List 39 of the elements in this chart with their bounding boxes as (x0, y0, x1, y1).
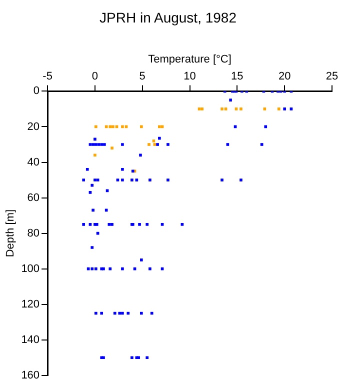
y-tick-label: 160 (21, 369, 40, 382)
point (140, 125, 143, 128)
point (220, 108, 224, 110)
y-axis-title: Depth [m] (4, 209, 17, 258)
point (152, 140, 156, 142)
point (158, 125, 161, 128)
y-tick-label: 100 (21, 262, 40, 275)
y-tick-label: 40 (27, 156, 40, 168)
point (94, 125, 98, 128)
point (112, 125, 114, 128)
x-tick-label: 15 (231, 70, 244, 83)
point (198, 108, 201, 110)
y-tick-label: 80 (27, 227, 40, 240)
x-tick-label: -5 (42, 70, 52, 83)
point (108, 125, 112, 128)
point (148, 143, 150, 146)
x-tick-label: 20 (278, 70, 291, 83)
x-tick-label: 0 (92, 70, 98, 83)
x-tick-label: 5 (139, 70, 146, 83)
y-tick-label: 60 (27, 192, 40, 204)
point (94, 154, 96, 157)
y-tick-label: 0 (33, 85, 40, 98)
point (104, 125, 108, 128)
point (234, 108, 238, 110)
point (121, 125, 124, 128)
y-tick-label: 20 (27, 120, 40, 133)
point (224, 108, 228, 110)
point (240, 108, 242, 110)
point (153, 143, 156, 146)
y-tick-label: 120 (21, 298, 40, 310)
x-axis-title: Temperature [°C] (148, 53, 232, 66)
chart-title: JPRH in August, 1982 (100, 9, 237, 26)
y-tick-label: 140 (21, 334, 40, 346)
x-tick-label: 25 (326, 70, 338, 83)
point (200, 108, 204, 110)
point (110, 146, 114, 150)
point (277, 108, 280, 110)
x-tick-label: 10 (184, 70, 196, 83)
point (263, 108, 266, 110)
